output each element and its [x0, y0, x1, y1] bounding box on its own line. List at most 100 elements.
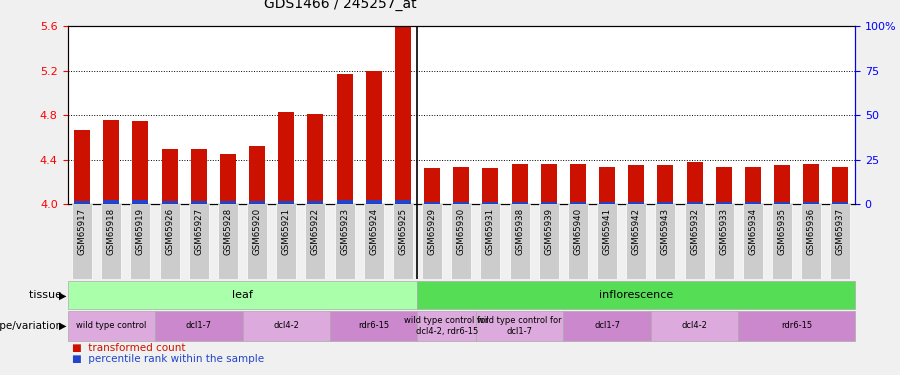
Bar: [772, 204, 792, 279]
Text: GSM65943: GSM65943: [661, 208, 670, 255]
Bar: [657, 165, 673, 204]
Bar: [365, 200, 382, 204]
Bar: [511, 164, 527, 204]
Text: genotype/variation: genotype/variation: [0, 321, 66, 331]
Text: GSM65922: GSM65922: [310, 208, 320, 255]
Bar: [74, 201, 90, 204]
Text: GSM65926: GSM65926: [165, 208, 174, 255]
Text: ▶: ▶: [59, 321, 67, 331]
Bar: [72, 204, 92, 279]
Bar: [104, 120, 120, 204]
Bar: [220, 201, 236, 204]
Bar: [278, 201, 294, 204]
Text: dcl4-2: dcl4-2: [681, 321, 707, 330]
Bar: [685, 204, 705, 279]
Text: GSM65934: GSM65934: [749, 208, 758, 255]
Bar: [305, 204, 326, 279]
Bar: [337, 74, 353, 204]
Text: GSM65917: GSM65917: [77, 208, 86, 255]
Bar: [628, 202, 644, 204]
Text: GSM65940: GSM65940: [573, 208, 582, 255]
Text: ■  percentile rank within the sample: ■ percentile rank within the sample: [72, 354, 264, 364]
Bar: [364, 204, 383, 279]
Text: GSM65923: GSM65923: [340, 208, 349, 255]
Bar: [687, 202, 703, 204]
Bar: [454, 166, 469, 204]
Text: GSM65925: GSM65925: [399, 208, 408, 255]
Bar: [714, 204, 734, 279]
Bar: [162, 201, 177, 204]
Bar: [422, 204, 442, 279]
Bar: [832, 202, 849, 204]
Bar: [716, 166, 732, 204]
Bar: [599, 166, 615, 204]
Text: GSM65939: GSM65939: [544, 208, 554, 255]
Text: GSM65927: GSM65927: [194, 208, 203, 255]
Bar: [424, 202, 440, 204]
Bar: [655, 204, 676, 279]
Bar: [541, 164, 557, 204]
Bar: [247, 204, 267, 279]
Bar: [451, 204, 472, 279]
Text: rdr6-15: rdr6-15: [358, 321, 390, 330]
Bar: [539, 204, 559, 279]
Bar: [568, 204, 588, 279]
Text: rdr6-15: rdr6-15: [781, 321, 812, 330]
Bar: [597, 204, 617, 279]
Text: GSM65937: GSM65937: [836, 208, 845, 255]
Bar: [570, 202, 586, 204]
Bar: [774, 202, 790, 204]
Bar: [599, 202, 615, 204]
Text: GSM65941: GSM65941: [603, 208, 612, 255]
Text: leaf: leaf: [232, 290, 253, 300]
Bar: [104, 200, 120, 204]
Bar: [335, 204, 355, 279]
Bar: [189, 204, 209, 279]
Bar: [132, 121, 148, 204]
Text: GSM65918: GSM65918: [107, 208, 116, 255]
Bar: [832, 166, 849, 204]
Bar: [395, 26, 411, 204]
Text: GSM65924: GSM65924: [369, 208, 378, 255]
Bar: [130, 204, 150, 279]
Bar: [218, 204, 238, 279]
Bar: [162, 149, 177, 204]
Text: GSM65931: GSM65931: [486, 208, 495, 255]
Bar: [803, 164, 819, 204]
Text: GSM65928: GSM65928: [223, 208, 232, 255]
Bar: [509, 204, 529, 279]
Bar: [278, 112, 294, 204]
Text: GSM65921: GSM65921: [282, 208, 291, 255]
Bar: [249, 201, 266, 204]
Bar: [74, 130, 90, 204]
Bar: [365, 71, 382, 204]
Bar: [220, 154, 236, 204]
Text: dcl1-7: dcl1-7: [185, 321, 211, 330]
Bar: [716, 202, 732, 204]
Bar: [395, 200, 411, 204]
Bar: [482, 202, 499, 204]
Text: GSM65938: GSM65938: [515, 208, 524, 255]
Bar: [454, 202, 469, 204]
Text: GSM65932: GSM65932: [690, 208, 699, 255]
Text: ■  transformed count: ■ transformed count: [72, 343, 185, 353]
Text: tissue: tissue: [29, 290, 66, 300]
Text: GSM65936: GSM65936: [806, 208, 815, 255]
Text: GSM65919: GSM65919: [136, 208, 145, 255]
Text: GSM65920: GSM65920: [253, 208, 262, 255]
Text: GSM65930: GSM65930: [456, 208, 466, 255]
Bar: [393, 204, 413, 279]
Bar: [570, 164, 586, 204]
Text: wild type control: wild type control: [76, 321, 147, 330]
Text: inflorescence: inflorescence: [599, 290, 673, 300]
Bar: [276, 204, 296, 279]
Bar: [831, 204, 850, 279]
Text: ▶: ▶: [59, 290, 67, 300]
Text: wild type control for
dcl4-2, rdr6-15: wild type control for dcl4-2, rdr6-15: [404, 316, 489, 336]
Bar: [308, 114, 323, 204]
Bar: [191, 149, 207, 204]
Bar: [742, 204, 763, 279]
Text: dcl4-2: dcl4-2: [274, 321, 299, 330]
Bar: [774, 165, 790, 204]
Bar: [159, 204, 180, 279]
